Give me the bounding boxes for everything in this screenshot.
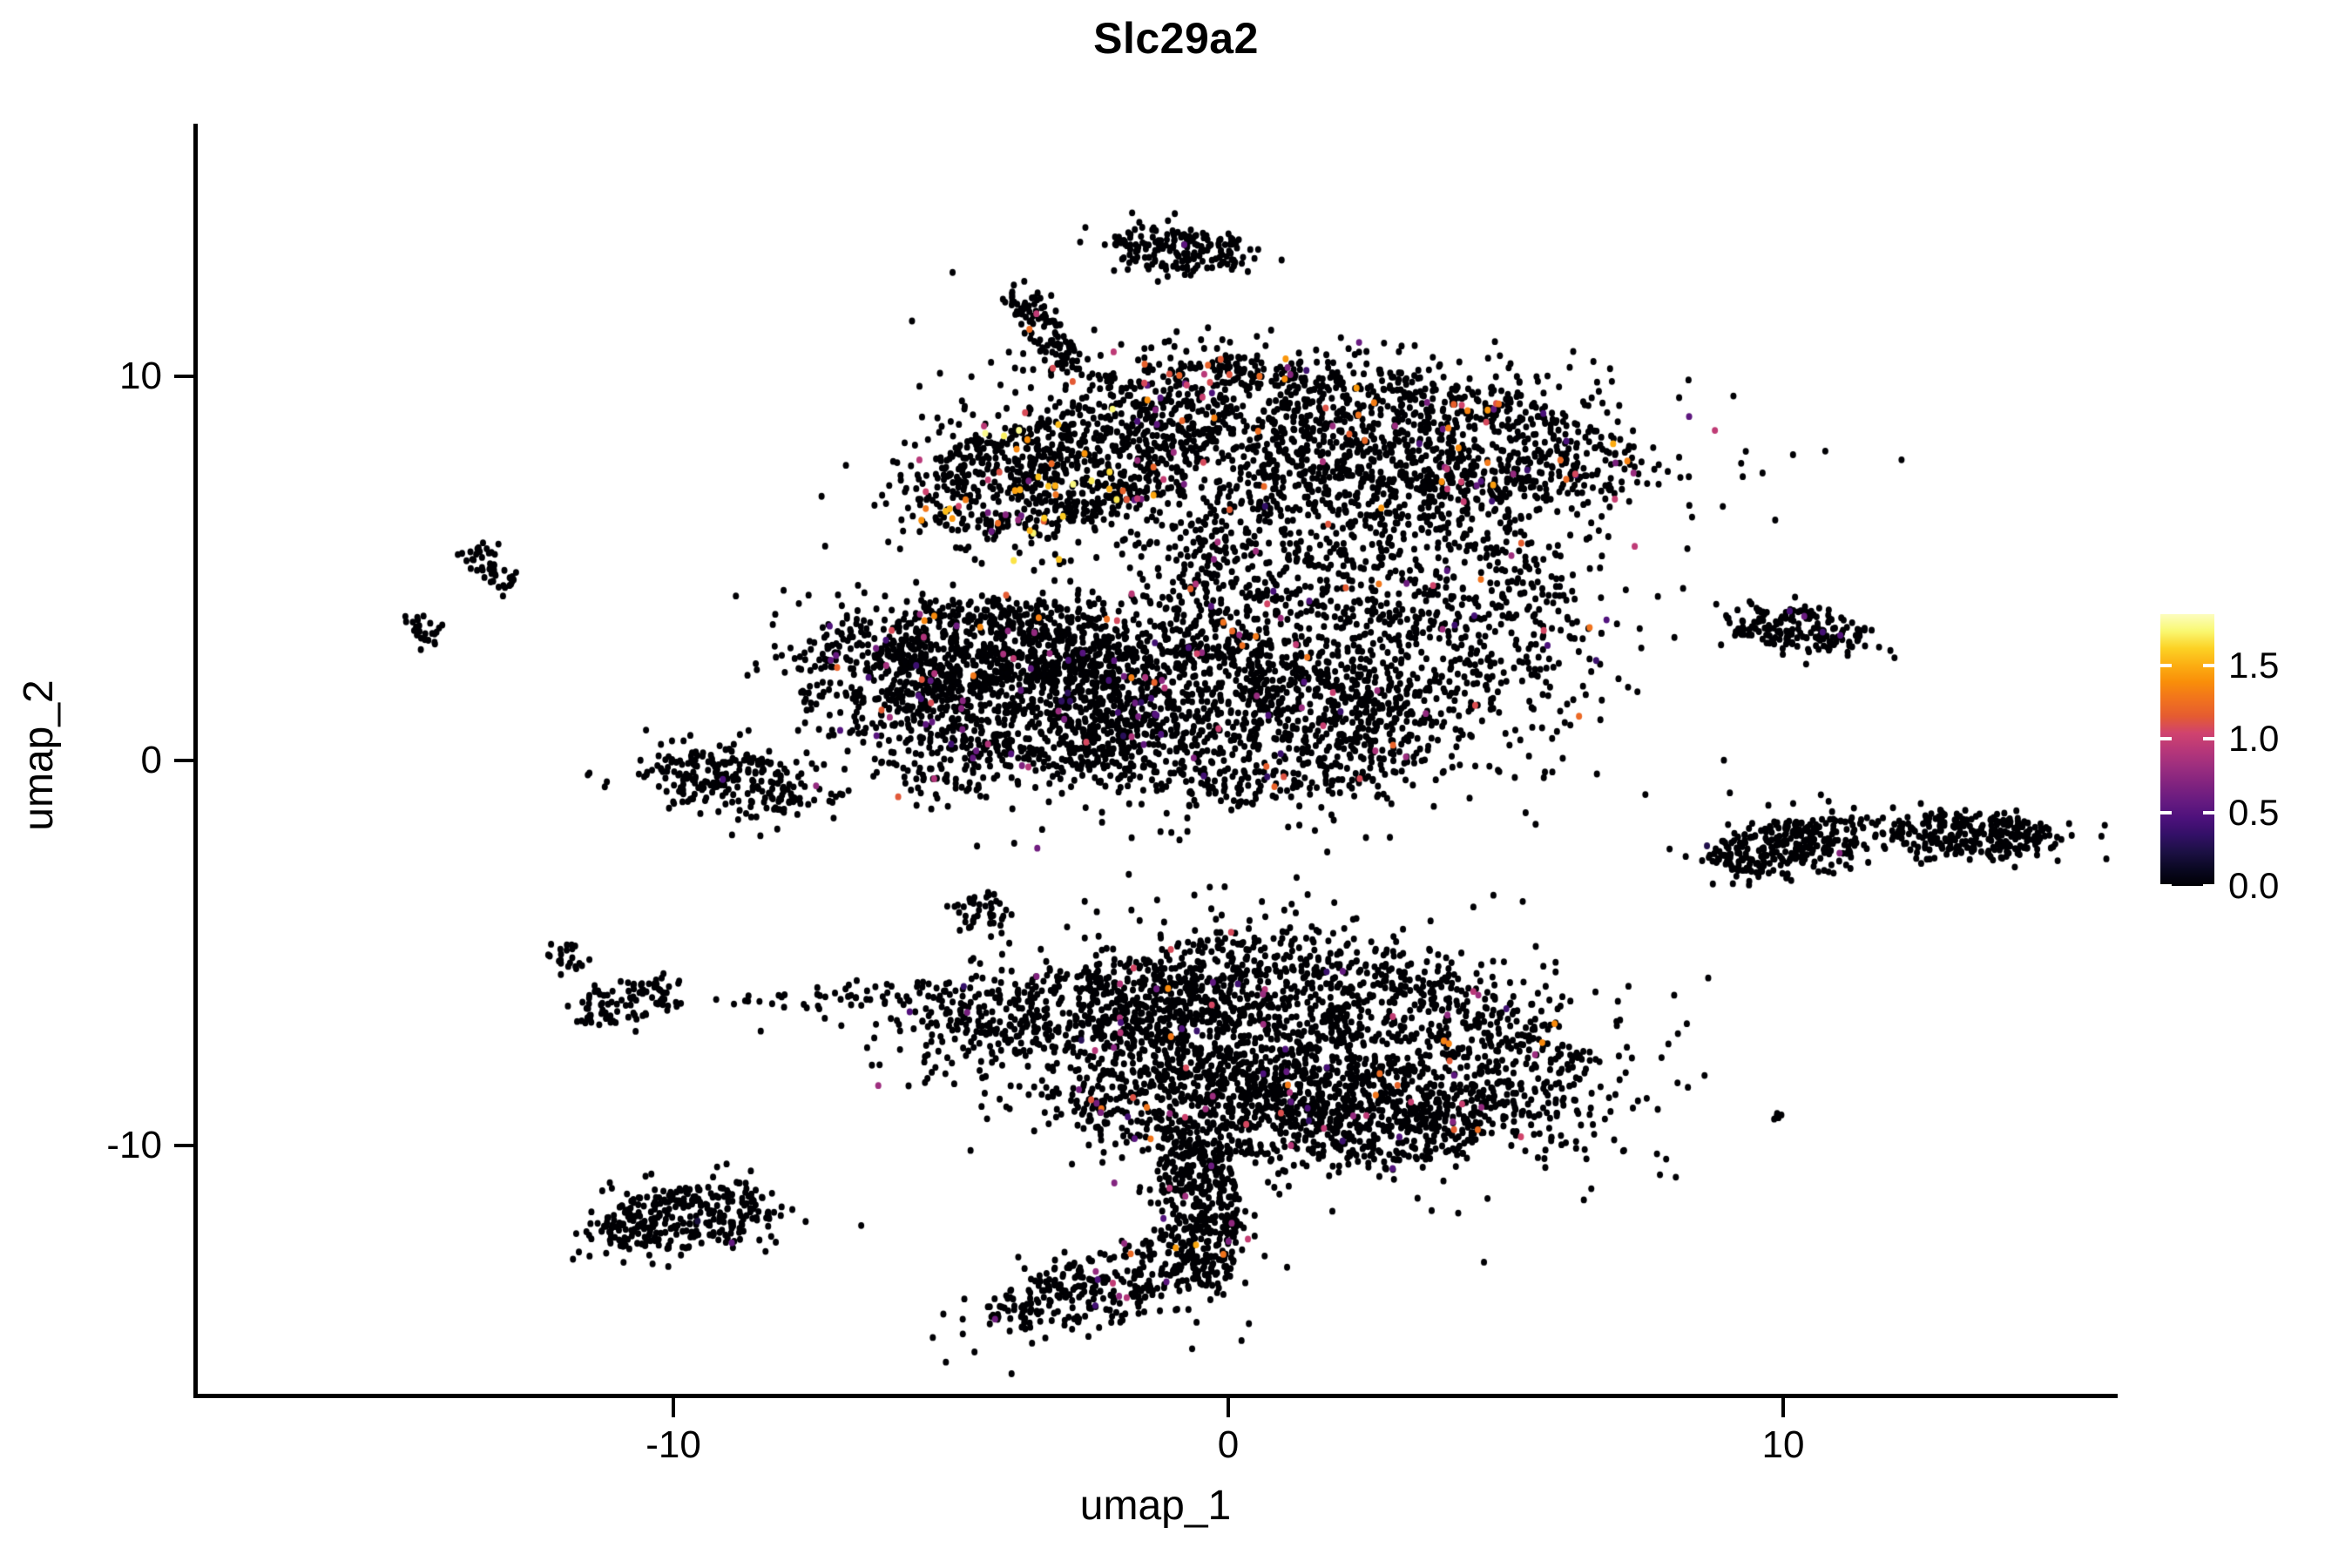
y-tick-mark xyxy=(174,759,193,762)
colorbar-gradient xyxy=(2160,614,2214,886)
colorbar-tick-mark xyxy=(2160,810,2172,814)
x-tick-label: -10 xyxy=(645,1423,701,1466)
umap-scatter-plot[interactable] xyxy=(195,124,2117,1396)
y-tick-label: 10 xyxy=(119,354,162,397)
colorbar-tick-mark xyxy=(2203,810,2214,814)
x-tick-mark xyxy=(672,1398,675,1417)
x-axis-line xyxy=(193,1394,2118,1398)
x-tick-mark xyxy=(1227,1398,1230,1417)
colorbar-tick-label: 0.0 xyxy=(2228,865,2280,906)
colorbar-tick-label: 1.0 xyxy=(2228,718,2280,760)
y-axis-label: umap_2 xyxy=(16,679,62,831)
colorbar-tick-mark xyxy=(2160,664,2172,668)
y-axis-line xyxy=(193,124,198,1397)
x-axis-label: umap_1 xyxy=(1079,1483,1232,1529)
colorbar-tick-mark xyxy=(2203,884,2214,888)
colorbar-tick-mark xyxy=(2160,737,2172,741)
y-tick-label: 0 xyxy=(140,739,162,781)
colorbar-tick-mark xyxy=(2160,884,2172,888)
colorbar-tick-mark xyxy=(2203,737,2214,741)
y-tick-label: -10 xyxy=(106,1123,162,1166)
x-tick-label: 10 xyxy=(1761,1423,1805,1466)
colorbar-tick-label: 0.5 xyxy=(2228,791,2280,833)
y-tick-mark xyxy=(174,1143,193,1147)
y-tick-mark xyxy=(174,374,193,378)
x-tick-mark xyxy=(1781,1398,1785,1417)
colorbar-tick-mark xyxy=(2203,664,2214,668)
colorbar-legend[interactable]: 0.0 0.5 1.0 1.5 xyxy=(2160,614,2352,906)
x-tick-label: 0 xyxy=(1217,1423,1240,1466)
colorbar-tick-label: 1.5 xyxy=(2228,645,2280,686)
page-title: Slc29a2 xyxy=(1093,14,1259,63)
